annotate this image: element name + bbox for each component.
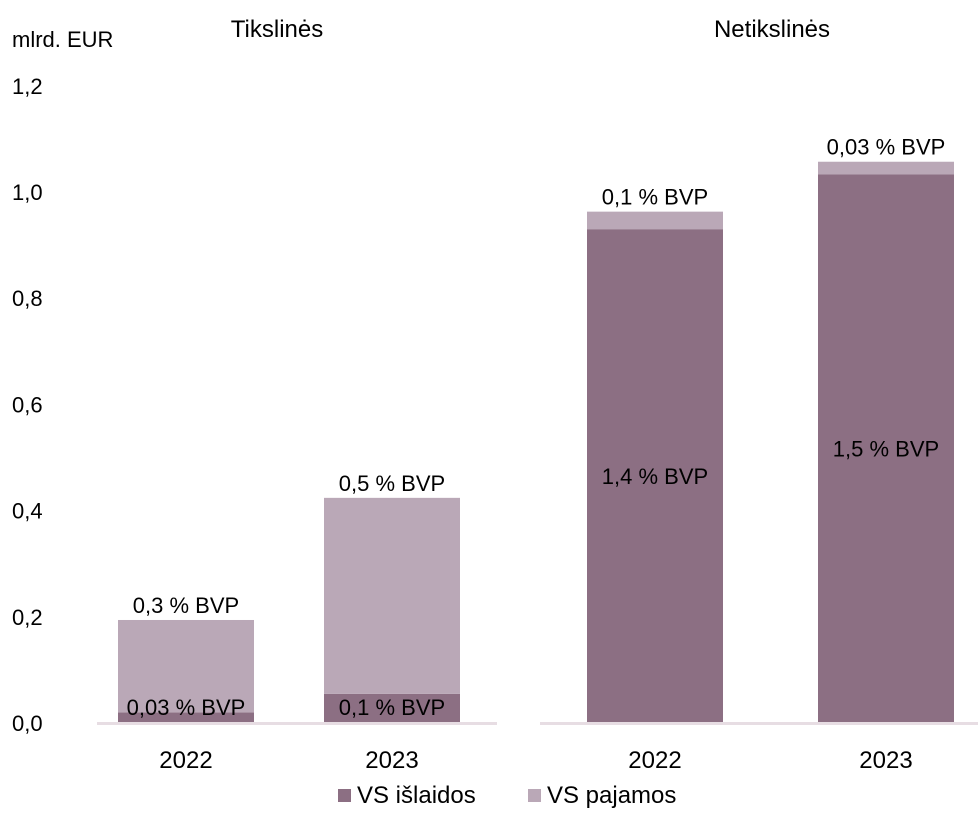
legend-item: VS išlaidos [338, 782, 476, 809]
data-label: 1,4 % BVP [602, 464, 708, 489]
bar-segment-expenditure [818, 174, 954, 724]
y-tick-labels: 0,0 0,2 0,4 0,6 0,8 1,0 1,2 [12, 74, 43, 736]
data-label: 0,1 % BVP [602, 185, 708, 210]
legend: VS išlaidos VS pajamos [338, 782, 676, 809]
bar-segment-expenditure [118, 712, 254, 723]
bar-segment-expenditure [587, 229, 723, 724]
y-unit-label: mlrd. EUR [12, 27, 113, 52]
legend-swatch [528, 789, 541, 802]
chart-panel: Tikslinės 0,03 % BVP 0,3 % BVP 2022 0,1 % BV… [97, 16, 497, 774]
x-tick-label: 2022 [159, 747, 212, 774]
data-label: 0,03 % BVP [827, 135, 946, 160]
y-tick-label: 0,6 [12, 392, 43, 417]
bar-segment-revenue [324, 497, 460, 694]
y-tick-label: 0,2 [12, 605, 43, 630]
y-tick-label: 0,8 [12, 286, 43, 311]
bar-segment-revenue [818, 161, 954, 175]
legend-label: VS išlaidos [357, 782, 476, 809]
bar-segment-revenue [118, 619, 254, 713]
data-label: 1,5 % BVP [833, 437, 939, 462]
y-tick-label: 1,0 [12, 180, 43, 205]
x-tick-label: 2023 [859, 747, 912, 774]
data-label: 0,3 % BVP [133, 593, 239, 618]
panel-title: Netikslinės [714, 16, 830, 43]
bar-segment-expenditure [324, 693, 460, 723]
data-label: 0,03 % BVP [127, 695, 246, 720]
legend-label: VS pajamos [547, 782, 676, 809]
y-tick-label: 1,2 [12, 74, 43, 99]
chart-panels: Tikslinės 0,03 % BVP 0,3 % BVP 2022 0,1 % BV… [97, 16, 978, 774]
chart-panel: Netikslinės 1,4 % BVP 0,1 % BVP 2022 1,5 % B… [540, 16, 978, 774]
legend-item: VS pajamos [528, 782, 676, 809]
legend-swatch [338, 789, 351, 802]
y-tick-label: 0,0 [12, 711, 43, 736]
x-tick-label: 2023 [365, 747, 418, 774]
data-label: 0,1 % BVP [339, 695, 445, 720]
y-tick-label: 0,4 [12, 499, 43, 524]
x-tick-label: 2022 [628, 747, 681, 774]
bar-segment-revenue [587, 211, 723, 230]
panel-title: Tikslinės [231, 16, 323, 43]
data-label: 0,5 % BVP [339, 471, 445, 496]
